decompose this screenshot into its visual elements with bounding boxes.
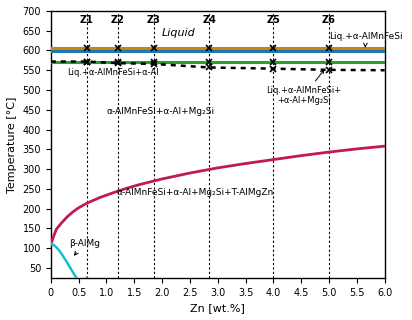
Text: Liq.+α-AlMnFeSi+α-Al: Liq.+α-AlMnFeSi+α-Al	[68, 68, 159, 77]
Text: Liq.+α-AlMnFeSi+
+α-Al+Mg₂Si: Liq.+α-AlMnFeSi+ +α-Al+Mg₂Si	[267, 70, 342, 106]
Text: α-AlMnFeSi+α-Al+Mg₂Si: α-AlMnFeSi+α-Al+Mg₂Si	[106, 107, 215, 116]
Text: Z6: Z6	[322, 15, 336, 25]
Text: Liquid: Liquid	[162, 28, 196, 38]
Text: Z3: Z3	[147, 15, 161, 25]
Text: Z2: Z2	[111, 15, 124, 25]
Text: β-AlMg: β-AlMg	[69, 239, 100, 255]
Text: Z5: Z5	[267, 15, 280, 25]
Text: α-AlMnFeSi+α-Al+Mg₂Si+T-AlMgZn: α-AlMnFeSi+α-Al+Mg₂Si+T-AlMgZn	[117, 188, 274, 197]
X-axis label: Zn [wt.%]: Zn [wt.%]	[190, 303, 245, 313]
Y-axis label: Temperature [°C]: Temperature [°C]	[7, 96, 17, 193]
Text: Liq.+α-AlMnFeSi: Liq.+α-AlMnFeSi	[329, 32, 403, 47]
Text: Z4: Z4	[202, 15, 216, 25]
Text: Z1: Z1	[80, 15, 94, 25]
